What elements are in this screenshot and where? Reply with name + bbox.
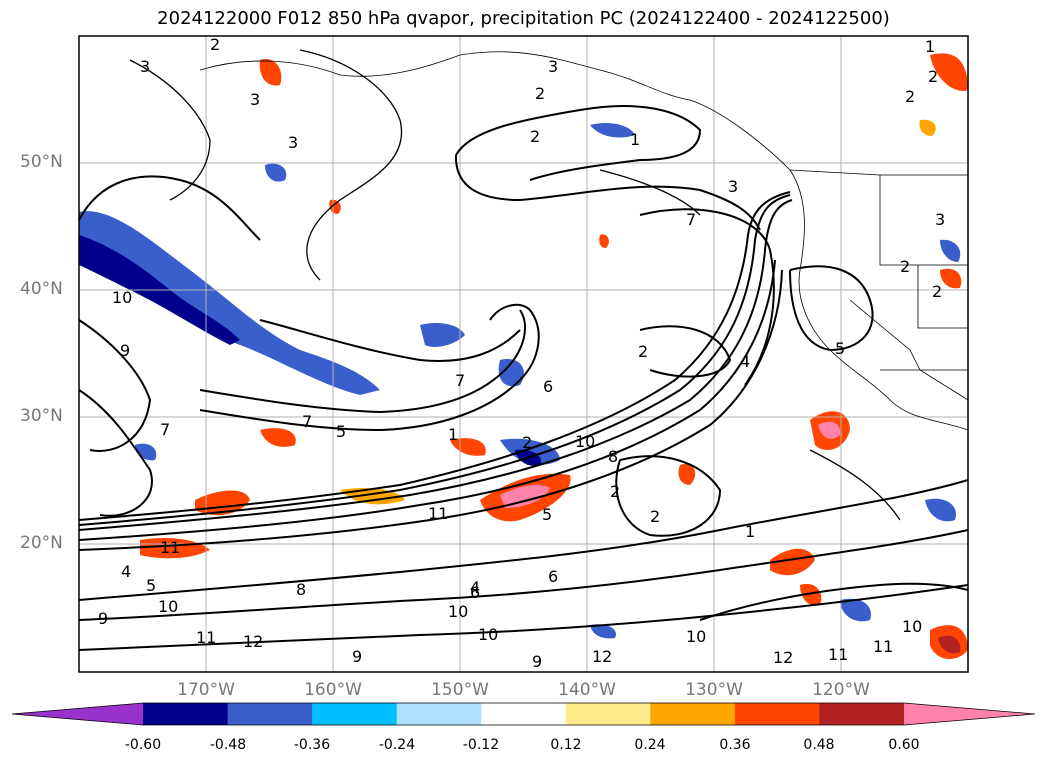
svg-text:11: 11 [428, 504, 448, 523]
colorbar-bin [734, 703, 820, 725]
colorbar-bins [143, 703, 905, 725]
colorbar-tick: 0.60 [888, 737, 920, 753]
svg-text:11: 11 [160, 538, 180, 557]
contour-labels: 2 3 3 3 3 2 2 1 3 7 1 2 2 3 2 2 10 9 7 7… [98, 35, 945, 671]
svg-text:6: 6 [548, 567, 558, 586]
svg-text:8: 8 [608, 447, 618, 466]
qvapor-contours [78, 105, 969, 651]
svg-text:3: 3 [140, 57, 150, 76]
colorbar-tick: -0.60 [124, 737, 162, 753]
svg-text:2: 2 [530, 127, 540, 146]
map-title: 2024122000 F012 850 hPa qvapor, precipit… [157, 8, 890, 29]
colorbar-over-arrow [904, 703, 1035, 725]
colorbar [11, 702, 1036, 726]
svg-text:1: 1 [630, 130, 640, 149]
svg-text:7: 7 [302, 412, 312, 431]
colorbar-bin [227, 703, 313, 725]
svg-text:10: 10 [448, 602, 468, 621]
svg-text:1: 1 [745, 522, 755, 541]
svg-text:12: 12 [243, 632, 263, 651]
svg-text:5: 5 [336, 422, 346, 441]
svg-text:9: 9 [98, 609, 108, 628]
svg-text:6: 6 [543, 377, 553, 396]
colorbar-tick: -0.48 [209, 737, 247, 753]
svg-text:3: 3 [935, 210, 945, 229]
colorbar-bin [396, 703, 482, 725]
colorbar-tick: 0.36 [719, 737, 751, 753]
colorbar-tick: -0.36 [293, 737, 331, 753]
svg-text:4: 4 [121, 562, 131, 581]
svg-text:8: 8 [296, 580, 306, 599]
colorbar-tick: 0.24 [634, 737, 666, 753]
lon-label-130w: 130°W [685, 680, 743, 700]
colorbar-tick: -0.24 [378, 737, 416, 753]
svg-text:4: 4 [470, 578, 480, 597]
colorbar-under-arrow [12, 703, 143, 725]
svg-text:9: 9 [532, 652, 542, 671]
svg-text:2: 2 [610, 482, 620, 501]
colorbar-bin [565, 703, 651, 725]
colorbar-bin [819, 703, 905, 725]
svg-text:3: 3 [548, 57, 558, 76]
lon-label-140w: 140°W [558, 680, 616, 700]
svg-text:2: 2 [650, 507, 660, 526]
svg-text:3: 3 [728, 177, 738, 196]
svg-text:11: 11 [873, 637, 893, 656]
qvapor-contours-thin [129, 49, 901, 521]
colorbar-tick: -0.12 [462, 737, 500, 753]
svg-text:1: 1 [448, 425, 458, 444]
lat-label-30n: 30°N [20, 406, 63, 426]
svg-text:3: 3 [288, 133, 298, 152]
svg-text:12: 12 [773, 648, 793, 667]
colorbar-bin [312, 703, 398, 725]
svg-text:6: 6 [470, 583, 480, 602]
graticule [79, 36, 968, 672]
lon-label-120w: 120°W [812, 680, 870, 700]
svg-text:10: 10 [686, 627, 706, 646]
svg-text:9: 9 [352, 647, 362, 666]
colorbar-bin [481, 703, 567, 725]
svg-text:2: 2 [928, 67, 938, 86]
colorbar-bin [650, 703, 736, 725]
coastlines [199, 51, 969, 431]
lon-label-160w: 160°W [304, 680, 362, 700]
svg-text:2: 2 [900, 257, 910, 276]
svg-text:1: 1 [925, 37, 935, 56]
svg-text:10: 10 [478, 625, 498, 644]
svg-text:7: 7 [160, 420, 170, 439]
svg-text:5: 5 [835, 339, 845, 358]
svg-text:2: 2 [535, 84, 545, 103]
svg-text:2: 2 [932, 282, 942, 301]
svg-text:7: 7 [686, 210, 696, 229]
svg-text:2: 2 [522, 433, 532, 452]
colorbar-tick: 0.48 [803, 737, 835, 753]
svg-text:5: 5 [146, 576, 156, 595]
lat-label-50n: 50°N [20, 152, 63, 172]
svg-text:9: 9 [120, 341, 130, 360]
svg-text:2: 2 [638, 342, 648, 361]
lon-label-170w: 170°W [177, 680, 235, 700]
lon-label-150w: 150°W [431, 680, 489, 700]
colorbar-bin [143, 703, 229, 725]
map-frame [78, 35, 969, 673]
svg-text:11: 11 [828, 645, 848, 664]
svg-text:7: 7 [455, 371, 465, 390]
lat-label-20n: 20°N [20, 533, 63, 553]
svg-text:2: 2 [905, 87, 915, 106]
precip-positive-shading [140, 53, 968, 660]
svg-text:10: 10 [575, 432, 595, 451]
lat-label-40n: 40°N [20, 279, 63, 299]
svg-text:4: 4 [740, 352, 750, 371]
svg-text:5: 5 [542, 505, 552, 524]
svg-text:10: 10 [158, 597, 178, 616]
svg-text:11: 11 [196, 628, 216, 647]
svg-text:10: 10 [902, 617, 922, 636]
svg-text:12: 12 [592, 647, 612, 666]
svg-text:10: 10 [112, 288, 132, 307]
colorbar-tick: 0.12 [550, 737, 582, 753]
svg-text:3: 3 [250, 90, 260, 109]
svg-text:2: 2 [210, 35, 220, 54]
